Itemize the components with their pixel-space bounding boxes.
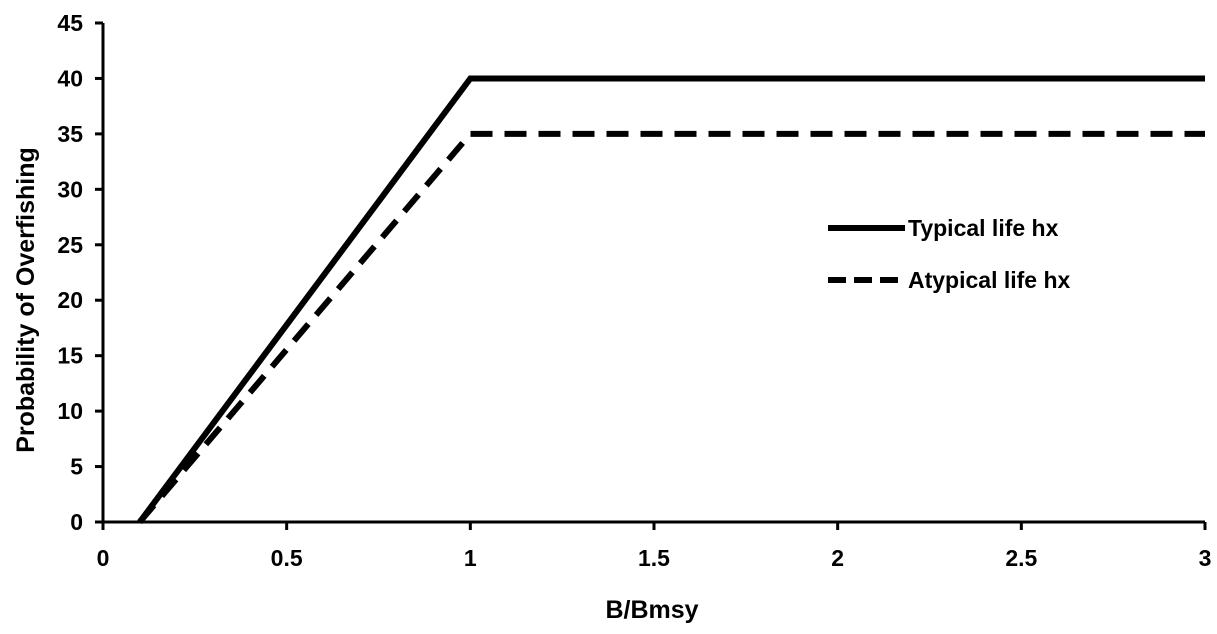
x-tick-label: 3 bbox=[1199, 545, 1212, 571]
legend-label: Typical life hx bbox=[908, 215, 1059, 241]
x-tick-label: 2.5 bbox=[1005, 545, 1037, 571]
legend: Typical life hx Atypical life hx bbox=[828, 215, 1071, 293]
y-axis-title: Probability of Overfishing bbox=[12, 147, 40, 453]
y-tick-label: 15 bbox=[57, 343, 83, 369]
x-tick-label: 1 bbox=[464, 545, 477, 571]
series-line-typical bbox=[137, 75, 1205, 524]
y-tick-label: 40 bbox=[57, 65, 83, 91]
x-tick-label: 2 bbox=[831, 545, 844, 571]
x-tick-label: 1.5 bbox=[638, 545, 670, 571]
x-axis-title: B/Bmsy bbox=[605, 596, 698, 624]
y-tick-label: 0 bbox=[70, 509, 83, 535]
y-tick-label: 20 bbox=[57, 287, 83, 313]
legend-label: Atypical life hx bbox=[908, 267, 1071, 293]
x-tick-label: 0.5 bbox=[271, 545, 303, 571]
y-tick-label: 10 bbox=[57, 398, 83, 424]
y-tick-label: 45 bbox=[57, 10, 83, 36]
x-tick-label: 0 bbox=[97, 545, 110, 571]
series-line-atypical bbox=[137, 130, 1205, 524]
axes: 0 5 10 15 20 25 30 35 40 45 0 0.5 1 1.5 2 2.5 3 bbox=[57, 10, 1211, 571]
y-tick-label: 35 bbox=[57, 121, 83, 147]
y-tick-label: 25 bbox=[57, 232, 83, 258]
series-lines bbox=[137, 75, 1205, 524]
y-tick-label: 30 bbox=[57, 176, 83, 202]
y-tick-label: 5 bbox=[70, 454, 83, 480]
